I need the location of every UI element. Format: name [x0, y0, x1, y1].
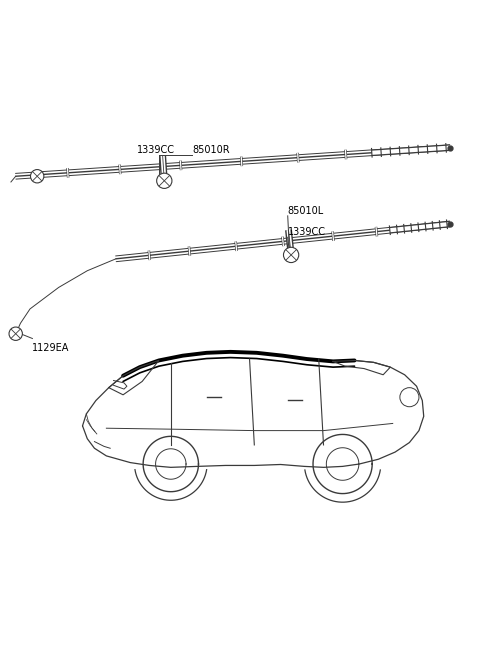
Text: 1129EA: 1129EA — [33, 343, 70, 354]
Text: 1339CC: 1339CC — [288, 228, 326, 237]
Circle shape — [31, 169, 44, 183]
Circle shape — [9, 327, 23, 340]
Text: 1339CC: 1339CC — [137, 145, 175, 155]
Text: 85010R: 85010R — [192, 145, 230, 155]
Circle shape — [156, 173, 172, 188]
Circle shape — [284, 247, 299, 262]
Text: 85010L: 85010L — [288, 206, 324, 216]
